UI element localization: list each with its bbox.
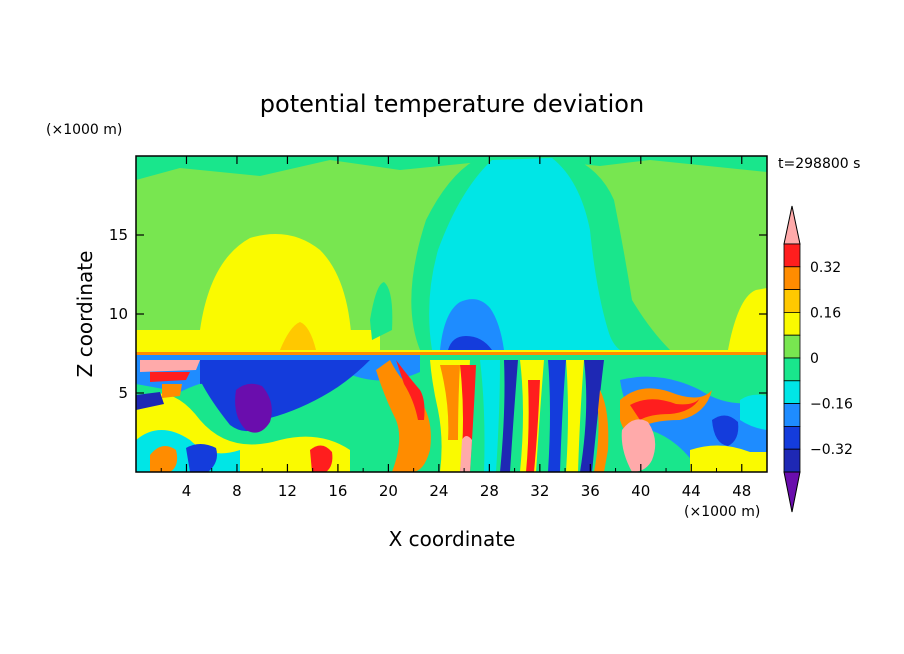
streak-deep-left <box>136 392 164 410</box>
lower-orange-left <box>150 446 178 472</box>
x-tick-label: 40 <box>631 482 650 500</box>
streak-orange-left <box>162 384 182 398</box>
plume-pink-2 <box>460 436 472 472</box>
plume-deep-4 <box>500 360 518 472</box>
colorbar-swatch <box>783 266 801 290</box>
plume-red-5 <box>526 380 540 472</box>
colorbar-tick-label: 0.32 <box>810 260 841 276</box>
deep-blue-dome <box>448 336 492 350</box>
colorbar-swatch <box>783 334 801 359</box>
y-tick-label: 10 <box>109 305 128 323</box>
plume-yellow-7 <box>566 360 584 472</box>
cyan-mid-left <box>370 282 393 340</box>
colorbar-swatch <box>783 448 801 473</box>
colorbar-extend-bottom <box>783 471 801 513</box>
swirl-yellow-bottom-right <box>690 445 767 472</box>
colorbar-swatch <box>783 380 801 404</box>
time-label: t=298800 s <box>778 156 860 172</box>
streak-blue-left <box>200 370 240 384</box>
yellow-strip-left <box>136 330 380 350</box>
plume-cyan-3 <box>480 360 500 472</box>
colorbar-tick-label: −0.32 <box>810 442 853 458</box>
colorbar-swatch <box>783 289 801 313</box>
plot-area <box>136 156 767 472</box>
plume-deep-6 <box>548 360 566 472</box>
swirl-cyan-right <box>740 394 767 430</box>
streak-pink-left <box>140 360 200 372</box>
streak-red-left <box>150 372 190 382</box>
colorbar-tick-label: −0.16 <box>810 397 853 413</box>
plume-red-1b <box>396 360 425 420</box>
y-unit-label: (×1000 m) <box>46 122 122 138</box>
lower-red-1 <box>310 445 333 472</box>
x-tick-label: 28 <box>480 482 499 500</box>
x-tick-label: 36 <box>581 482 600 500</box>
colorbar-tick-label: 0.16 <box>810 305 841 321</box>
x-tick-label: 24 <box>429 482 448 500</box>
swirl-pink-right <box>621 419 656 472</box>
x-tick-label: 20 <box>379 482 398 500</box>
colorbar-swatch <box>783 311 801 336</box>
colorbar: 0.32 0.16 0 −0.16 −0.32 <box>783 205 853 513</box>
plume-deep-8 <box>580 360 604 472</box>
x-axis-label: X coordinate <box>389 527 516 551</box>
x-tick-label: 8 <box>232 482 242 500</box>
plume-orange-9 <box>594 390 609 472</box>
y-tick-label: 5 <box>118 384 128 402</box>
colorbar-extend-top <box>783 205 801 245</box>
colorbar-swatch <box>783 425 801 450</box>
x-axis: 4 8 12 16 20 24 28 32 36 40 44 48 <box>160 156 751 500</box>
x-tick-label: 16 <box>328 482 347 500</box>
x-tick-label: 32 <box>530 482 549 500</box>
colorbar-tick-label: 0 <box>810 351 819 367</box>
x-tick-label: 12 <box>278 482 297 500</box>
swirl-red-right <box>630 398 700 420</box>
cyan-band-top <box>136 156 767 180</box>
yellow-right <box>728 288 767 350</box>
colorbar-swatch <box>783 403 801 427</box>
y-axis: 5 10 15 <box>109 226 767 402</box>
lower-deep-blue-2 <box>186 444 217 472</box>
chart-title: potential temperature deviation <box>260 90 644 118</box>
y-axis-label: Z coordinate <box>73 251 97 378</box>
x-tick-label: 4 <box>182 482 192 500</box>
swirl-deep-right <box>712 415 739 446</box>
plume-orange-2 <box>440 365 460 440</box>
blue-dome <box>440 299 504 350</box>
x-tick-label: 44 <box>682 482 701 500</box>
colorbar-swatch <box>783 357 801 382</box>
inversion-orange <box>136 352 767 355</box>
lower-purple-1 <box>235 383 272 433</box>
orange-bump <box>280 322 316 350</box>
y-tick-label: 15 <box>109 226 128 244</box>
colorbar-swatch <box>783 243 801 268</box>
x-unit-label: (×1000 m) <box>684 504 760 520</box>
plume-red-1 <box>376 360 431 472</box>
yellow-dome-left <box>190 234 352 350</box>
x-tick-label: 48 <box>732 482 751 500</box>
